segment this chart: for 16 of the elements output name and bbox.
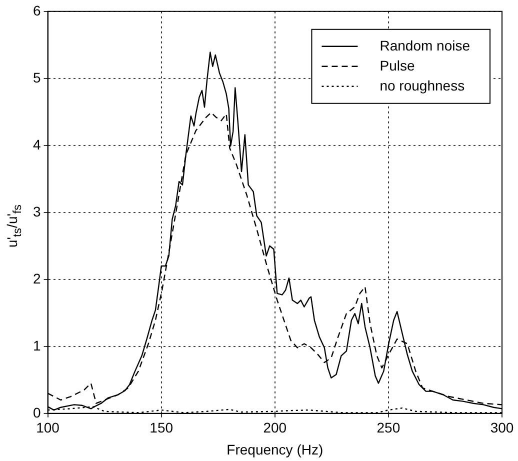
x-tick-label: 250 (376, 420, 400, 436)
y-tick-label: 4 (32, 136, 41, 152)
y-tick-label: 5 (32, 69, 41, 86)
x-tick-label: 300 (490, 420, 514, 436)
x-tick-label: 100 (36, 420, 60, 436)
x-tick-label: 150 (150, 420, 174, 436)
y-tick-label: 2 (32, 270, 41, 286)
y-tick-label: 0 (32, 404, 41, 420)
x-tick-label: 200 (263, 420, 287, 436)
legend-label: Pulse (380, 57, 415, 74)
legend-label: no roughness (380, 77, 465, 94)
y-tick-label: 3 (32, 203, 41, 220)
y-tick-label: 6 (32, 2, 41, 18)
y-tick-label: 1 (32, 337, 41, 354)
legend-label: Random noise (380, 37, 470, 54)
x-axis-title: Frequency (Hz) (226, 441, 324, 458)
